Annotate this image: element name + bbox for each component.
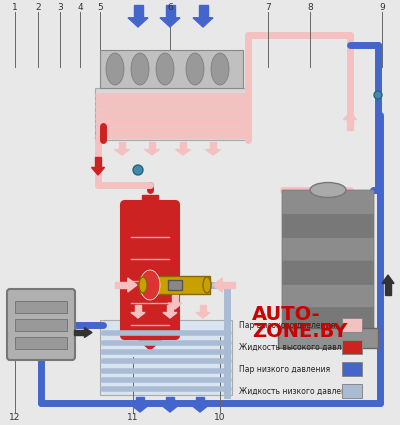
Text: 1: 1 [12,3,18,11]
Text: ZONE.BY: ZONE.BY [252,322,347,341]
Polygon shape [347,119,353,130]
Bar [15,337,67,349]
Bar [142,195,158,215]
FancyBboxPatch shape [282,213,374,238]
Ellipse shape [186,53,204,85]
Polygon shape [167,305,173,312]
Ellipse shape [211,53,229,85]
Polygon shape [222,282,235,288]
Text: 4: 4 [77,3,83,11]
FancyBboxPatch shape [7,289,75,360]
FancyBboxPatch shape [121,201,179,339]
Polygon shape [382,275,394,283]
Bar [342,362,362,376]
Polygon shape [131,312,145,318]
Polygon shape [130,332,170,350]
Polygon shape [134,5,142,18]
Polygon shape [92,167,104,175]
Bar [100,50,243,88]
Polygon shape [119,142,125,150]
Ellipse shape [374,91,382,99]
Polygon shape [162,406,178,412]
Bar [278,328,378,348]
Ellipse shape [203,277,211,293]
Ellipse shape [140,270,160,300]
Polygon shape [163,312,177,318]
Text: Жидкость низкого давления: Жидкость низкого давления [239,386,356,396]
Bar [342,318,362,332]
Polygon shape [135,305,141,312]
Text: 9: 9 [379,3,385,11]
Polygon shape [115,282,128,288]
Polygon shape [198,5,208,18]
Polygon shape [160,18,180,27]
Polygon shape [168,303,182,309]
Polygon shape [196,397,204,406]
Polygon shape [74,330,84,335]
Text: 3: 3 [57,3,63,11]
Polygon shape [210,142,216,150]
Polygon shape [172,295,178,303]
Ellipse shape [310,182,346,198]
Polygon shape [136,397,144,406]
Bar [100,320,232,395]
Polygon shape [192,406,208,412]
Ellipse shape [131,53,149,85]
Text: Жидкость высокого давления: Жидкость высокого давления [239,343,361,351]
Polygon shape [95,157,101,167]
Ellipse shape [106,53,124,85]
FancyBboxPatch shape [282,190,374,214]
FancyBboxPatch shape [282,260,374,284]
Text: 12: 12 [9,413,21,422]
Bar [140,276,210,294]
Polygon shape [84,328,92,337]
Bar [95,88,248,140]
FancyBboxPatch shape [282,307,374,331]
Text: Пар низкого давления: Пар низкого давления [239,365,330,374]
Text: 7: 7 [265,3,271,11]
Polygon shape [196,312,210,318]
Polygon shape [385,283,391,295]
Polygon shape [166,5,174,18]
Text: 11: 11 [127,413,139,422]
Polygon shape [176,150,190,155]
Polygon shape [114,150,130,155]
Bar [15,319,67,331]
Polygon shape [166,397,174,406]
Text: 10: 10 [214,413,226,422]
Polygon shape [180,142,186,150]
Polygon shape [213,278,222,292]
Polygon shape [193,18,213,27]
Text: Пар высокого давления: Пар высокого давления [239,320,335,329]
FancyBboxPatch shape [282,283,374,308]
Text: 2: 2 [35,3,41,11]
Bar [342,384,362,398]
Text: 6: 6 [167,3,173,11]
Polygon shape [206,150,220,155]
Polygon shape [132,406,148,412]
Ellipse shape [133,165,143,175]
Polygon shape [344,112,356,119]
Polygon shape [144,150,160,155]
Text: AUTO-: AUTO- [252,305,321,324]
Ellipse shape [139,277,147,293]
Text: 8: 8 [307,3,313,11]
Text: 5: 5 [97,3,103,11]
Polygon shape [149,142,155,150]
Polygon shape [128,278,137,292]
Bar [15,301,67,313]
Polygon shape [200,305,206,312]
Bar [342,340,362,354]
Bar [168,280,182,290]
FancyBboxPatch shape [282,237,374,261]
Polygon shape [128,18,148,27]
Ellipse shape [156,53,174,85]
